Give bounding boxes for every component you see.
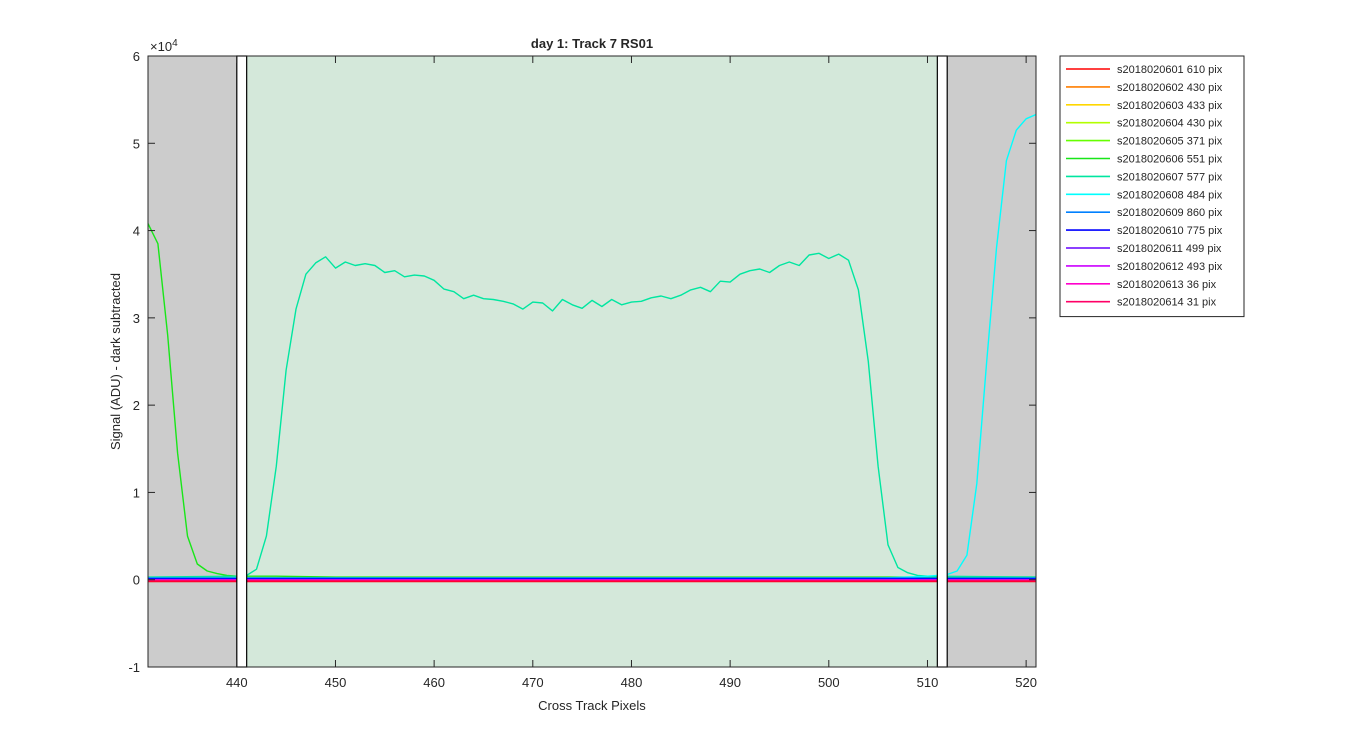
legend-label: s2018020606 551 pix [1117, 154, 1223, 166]
x-tick-label: 450 [325, 675, 347, 690]
plot-series [147, 113, 1037, 583]
y-tick-label: -1 [128, 660, 140, 675]
x-tick-label: 440 [226, 675, 248, 690]
series-line [148, 113, 1037, 579]
track-region [246, 56, 938, 667]
x-axis-label: Cross Track Pixels [538, 698, 646, 713]
legend-label: s2018020610 775 pix [1117, 225, 1223, 237]
boundary-box [936, 55, 948, 668]
x-tick-label: 520 [1015, 675, 1037, 690]
x-tick-label: 510 [917, 675, 939, 690]
legend-label: s2018020604 430 pix [1117, 118, 1223, 130]
x-tick-label: 460 [423, 675, 445, 690]
y-tick-label: 3 [133, 311, 140, 326]
y-tick-label: 0 [133, 573, 140, 588]
legend-label: s2018020601 610 pix [1117, 64, 1223, 76]
y-tick-label: 2 [133, 398, 140, 413]
legend-label: s2018020611 499 pix [1117, 243, 1222, 255]
y-tick-label: 6 [133, 49, 140, 64]
axis-ticks: 440 450 460 470 480 490 500 510 520 -1 0 1 2 3 4 5 6 [128, 49, 1037, 690]
legend-label: s2018020608 484 pix [1117, 189, 1223, 201]
legend-label: s2018020602 430 pix [1117, 82, 1223, 94]
y-axis-exponent: ×104 [150, 38, 178, 54]
legend-label: s2018020603 433 pix [1117, 100, 1223, 112]
legend-label: s2018020614 31 pix [1117, 297, 1217, 309]
legend-label: s2018020609 860 pix [1117, 207, 1223, 219]
boundary-box [236, 55, 248, 668]
legend-label: s2018020605 371 pix [1117, 136, 1223, 148]
legend-label: s2018020613 36 pix [1117, 279, 1217, 291]
chart-title: day 1: Track 7 RS01 [531, 36, 653, 51]
y-tick-label: 1 [133, 485, 140, 500]
excluded-region [947, 56, 1036, 667]
x-tick-label: 490 [719, 675, 741, 690]
y-axis-label: Signal (ADU) - dark subtracted [108, 273, 123, 450]
y-axis-exponent-base: ×10 [150, 39, 172, 54]
excluded-region [148, 56, 237, 667]
x-tick-label: 470 [522, 675, 544, 690]
legend: s2018020601 610 pix s2018020602 430 pix s2… [1059, 55, 1245, 318]
axes-box [147, 55, 1037, 668]
shaded-regions [148, 56, 1036, 667]
y-tick-label: 5 [133, 136, 140, 151]
legend-box [1059, 55, 1245, 318]
x-tick-label: 480 [621, 675, 643, 690]
legend-label: s2018020607 577 pix [1117, 171, 1223, 183]
series-line [147, 252, 1037, 578]
legend-label: s2018020612 493 pix [1117, 261, 1223, 273]
x-tick-label: 500 [818, 675, 840, 690]
y-axis-exponent-power: 4 [172, 38, 178, 49]
y-tick-label: 4 [133, 224, 140, 239]
